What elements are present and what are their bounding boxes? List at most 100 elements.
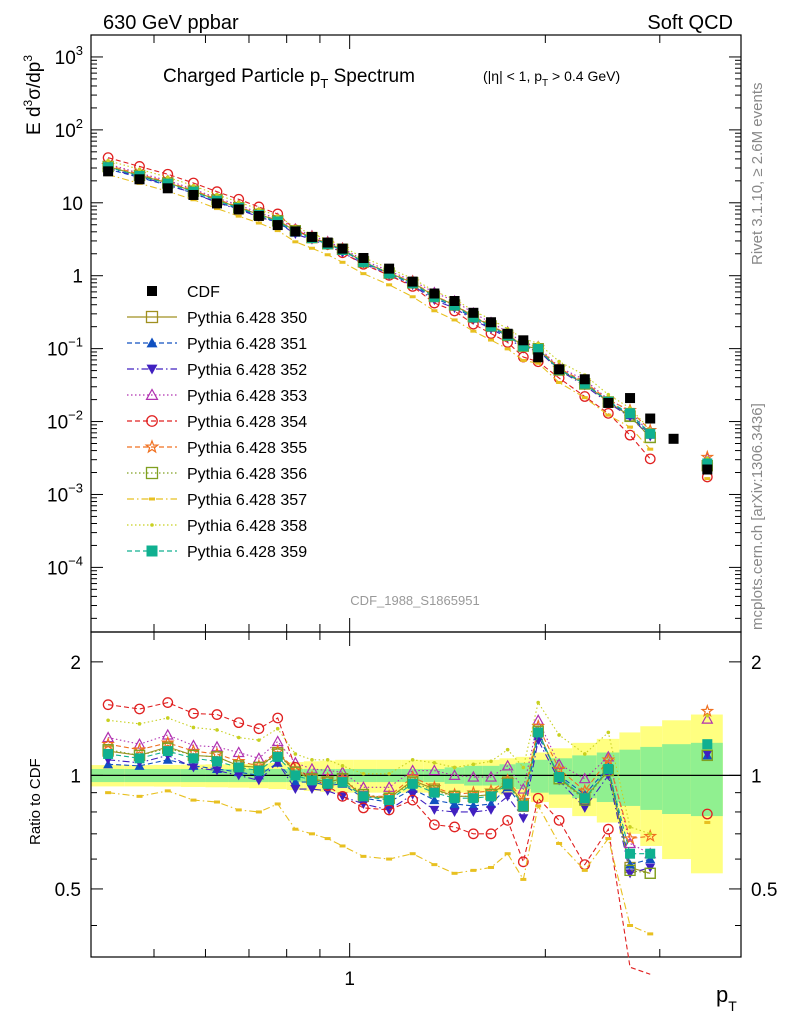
ratio-point (235, 808, 242, 812)
rivet-label: Rivet 3.1.10, ≥ 2.6M events (749, 83, 766, 266)
ratio-point (358, 802, 369, 814)
header-left: 630 GeV ppbar (103, 12, 239, 34)
legend-label: Pythia 6.428 352 (187, 362, 307, 379)
ratio-point (253, 723, 265, 735)
series-point (470, 329, 477, 333)
ratio-point (337, 777, 348, 788)
ratio-point (253, 765, 264, 776)
legend-entry: Pythia 6.428 350 (127, 310, 307, 327)
ratio-point (502, 814, 514, 826)
ratio-point (520, 877, 527, 881)
ratio-point (360, 854, 367, 858)
legend-marker (144, 439, 160, 454)
legend-label: Pythia 6.428 351 (187, 336, 307, 353)
ratio-line (108, 701, 651, 975)
legend-entry: Pythia 6.428 351 (127, 336, 307, 353)
ratio-point (704, 821, 711, 825)
legend-marker (146, 337, 158, 348)
ratio-point (187, 739, 200, 751)
series-point (624, 429, 636, 441)
ratio-point (471, 762, 476, 767)
series-point (409, 295, 416, 299)
series-point (451, 318, 458, 322)
ratio-point (533, 727, 544, 738)
legend-marker (150, 523, 154, 527)
ratio-point (449, 793, 460, 804)
series-point (533, 344, 544, 355)
ratio-point (339, 844, 346, 848)
ratio-y-tick-label: 0.5 (55, 880, 81, 901)
series-point (645, 428, 656, 439)
legend-entry: Pythia 6.428 355 (127, 439, 307, 457)
ratio-point (358, 799, 369, 809)
ratio-point (532, 792, 544, 804)
ratio-point (705, 713, 710, 718)
ratio-point (468, 807, 479, 817)
series-point (704, 477, 711, 481)
ratio-point (603, 763, 614, 774)
data-point (103, 166, 114, 177)
chart-subtitle: (|η| < 1, pT > 0.4 GeV) (483, 68, 620, 89)
data-point (579, 374, 590, 385)
ratio-point (322, 778, 333, 789)
band-inner (662, 744, 691, 815)
ratio-point (215, 728, 219, 732)
series-point (274, 229, 281, 233)
ratio-point (429, 795, 440, 805)
ratio-point (489, 759, 493, 764)
ratio-series-pythia-6.428-359 (103, 727, 713, 859)
ratio-point (429, 787, 440, 798)
ratio-y-tick-label: 0.5 (751, 880, 777, 901)
ratio-point (336, 765, 349, 777)
ratio-point (191, 725, 196, 730)
axis-ticks: 10−4 10−3 10−2 10−1 1 10 102 103 1 0.5 0.5 1 1 2 2 (47, 34, 777, 990)
y-tick-label: 1 (72, 267, 83, 288)
series-point (255, 221, 262, 225)
data-point (502, 328, 513, 339)
ratio-point (290, 777, 301, 787)
y-tick-label: 10−3 (47, 480, 83, 506)
x-axis-label: pT (716, 982, 737, 1014)
ratio-point (449, 807, 460, 817)
ratio-point (275, 726, 280, 731)
series-point (647, 447, 654, 451)
ratio-point (647, 932, 654, 936)
ratio-point (449, 821, 460, 833)
ratio-point (532, 714, 545, 725)
ratio-point (428, 819, 440, 831)
ratio-point (211, 766, 222, 776)
ratio-point (132, 742, 147, 756)
ratio-point (384, 805, 395, 815)
main-plot-frame (90, 34, 742, 633)
ratio-point (700, 703, 715, 718)
series-point (292, 240, 299, 244)
ratio-point (449, 798, 460, 808)
ratio-point (518, 800, 529, 811)
data-point (429, 288, 440, 299)
ratio-point (386, 857, 393, 861)
ratio-point (702, 749, 713, 759)
ratio-point (211, 709, 223, 720)
ratio-point (485, 828, 497, 840)
legend: CDF Pythia 6.428 350 Pythia 6.428 351 Pythi… (127, 284, 307, 561)
data-point (337, 243, 348, 254)
ratio-point (105, 791, 112, 795)
data-point (702, 464, 713, 475)
y-axis-label: E d3σ/dp3 (21, 55, 45, 135)
legend-marker (146, 364, 158, 375)
series-point (504, 347, 511, 351)
ratio-point (577, 783, 592, 797)
data-point (384, 263, 395, 274)
series-point (518, 341, 529, 352)
legend-label: Pythia 6.428 354 (187, 414, 307, 431)
ratio-point (605, 837, 612, 841)
series-line (107, 166, 651, 435)
ratio-point (428, 764, 441, 776)
series-point (191, 183, 196, 188)
series-point (215, 192, 219, 197)
data-point (603, 397, 614, 408)
ratio-point (211, 756, 222, 767)
ratio-point (627, 923, 634, 927)
ratio-point (643, 828, 658, 843)
